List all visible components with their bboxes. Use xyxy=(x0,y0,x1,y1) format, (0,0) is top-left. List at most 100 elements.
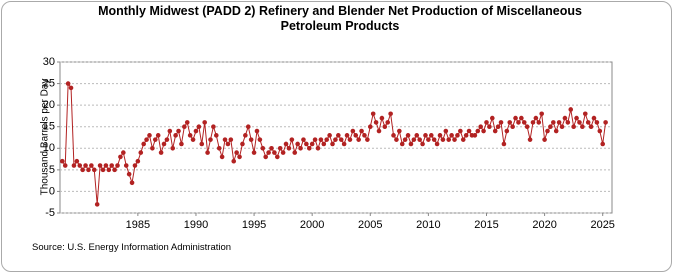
data-point xyxy=(388,111,393,117)
data-point xyxy=(263,154,268,160)
data-point xyxy=(423,133,428,138)
data-point xyxy=(292,150,298,155)
data-point xyxy=(347,137,353,142)
data-point xyxy=(417,137,422,142)
data-point xyxy=(362,133,367,138)
data-point xyxy=(475,128,481,134)
data-point xyxy=(240,141,245,147)
data-point xyxy=(603,120,608,125)
data-point xyxy=(126,171,132,177)
data-point xyxy=(559,124,565,130)
data-point xyxy=(527,137,533,142)
data-point xyxy=(80,167,85,173)
x-tick-label: 2020 xyxy=(532,219,556,231)
data-point xyxy=(585,120,591,125)
data-point xyxy=(463,133,469,138)
data-point xyxy=(408,141,414,147)
data-point xyxy=(402,137,408,142)
data-point xyxy=(272,150,277,155)
data-point xyxy=(336,133,341,138)
x-tick-label: 2015 xyxy=(474,219,498,231)
data-point xyxy=(94,202,100,207)
data-point xyxy=(472,133,478,138)
data-point xyxy=(257,137,263,142)
data-point xyxy=(144,137,149,142)
data-point xyxy=(147,133,152,138)
data-point xyxy=(155,133,161,138)
data-point xyxy=(121,150,126,155)
data-point xyxy=(214,133,219,138)
data-point xyxy=(568,107,574,112)
x-tick-label: 2000 xyxy=(300,219,324,231)
data-point xyxy=(89,163,94,168)
data-point xyxy=(123,163,129,168)
data-point xyxy=(344,133,350,138)
data-point xyxy=(68,85,74,91)
data-point xyxy=(487,124,492,130)
data-point xyxy=(524,124,530,130)
data-point xyxy=(492,128,498,134)
data-point xyxy=(100,167,106,173)
x-tick-label: 1990 xyxy=(184,219,208,231)
data-point xyxy=(495,124,501,130)
data-point xyxy=(208,137,213,142)
data-point xyxy=(161,141,167,147)
data-point xyxy=(298,145,303,151)
data-point xyxy=(164,137,170,142)
data-point xyxy=(519,115,524,121)
data-point xyxy=(516,120,521,125)
data-point xyxy=(594,120,600,125)
data-point xyxy=(333,137,338,142)
data-point xyxy=(327,133,332,138)
data-point xyxy=(405,133,411,138)
data-point xyxy=(167,128,173,134)
data-point xyxy=(187,133,193,138)
data-point xyxy=(481,128,486,134)
data-point xyxy=(580,124,585,130)
y-tick-label: 15 xyxy=(43,121,55,133)
data-point xyxy=(370,111,376,117)
data-point xyxy=(507,120,513,125)
data-point xyxy=(591,115,597,121)
data-point xyxy=(341,141,347,147)
data-point xyxy=(542,137,547,142)
data-point xyxy=(434,141,440,147)
data-point xyxy=(170,145,176,151)
data-point xyxy=(275,154,280,160)
data-point xyxy=(539,111,544,117)
data-point xyxy=(103,163,109,168)
data-point xyxy=(437,133,443,138)
data-point xyxy=(574,115,579,121)
data-point xyxy=(466,128,472,134)
data-point xyxy=(562,115,568,121)
data-point xyxy=(324,137,330,142)
y-tick-label: 5 xyxy=(49,164,55,176)
data-point xyxy=(530,120,536,125)
y-tick-label: 30 xyxy=(43,56,55,68)
data-point xyxy=(196,124,202,130)
data-point xyxy=(397,128,402,134)
data-point xyxy=(460,137,466,142)
data-point xyxy=(504,128,510,134)
data-point xyxy=(251,150,257,155)
data-point xyxy=(513,115,518,121)
data-point xyxy=(379,115,385,121)
data-point xyxy=(338,137,344,142)
data-point xyxy=(312,137,318,142)
y-tick-label: 10 xyxy=(43,142,55,154)
x-tick-label: 1985 xyxy=(126,219,150,231)
data-point xyxy=(184,120,190,125)
data-point xyxy=(71,163,77,168)
data-point xyxy=(106,167,112,173)
data-point xyxy=(179,141,184,147)
data-point xyxy=(440,137,446,142)
data-point xyxy=(367,124,373,130)
data-point xyxy=(152,137,158,142)
data-point xyxy=(199,141,205,147)
data-point xyxy=(228,137,234,142)
data-point xyxy=(295,141,300,147)
data-point xyxy=(321,141,327,147)
data-point xyxy=(501,141,507,147)
x-tick-label: 2025 xyxy=(590,219,614,231)
